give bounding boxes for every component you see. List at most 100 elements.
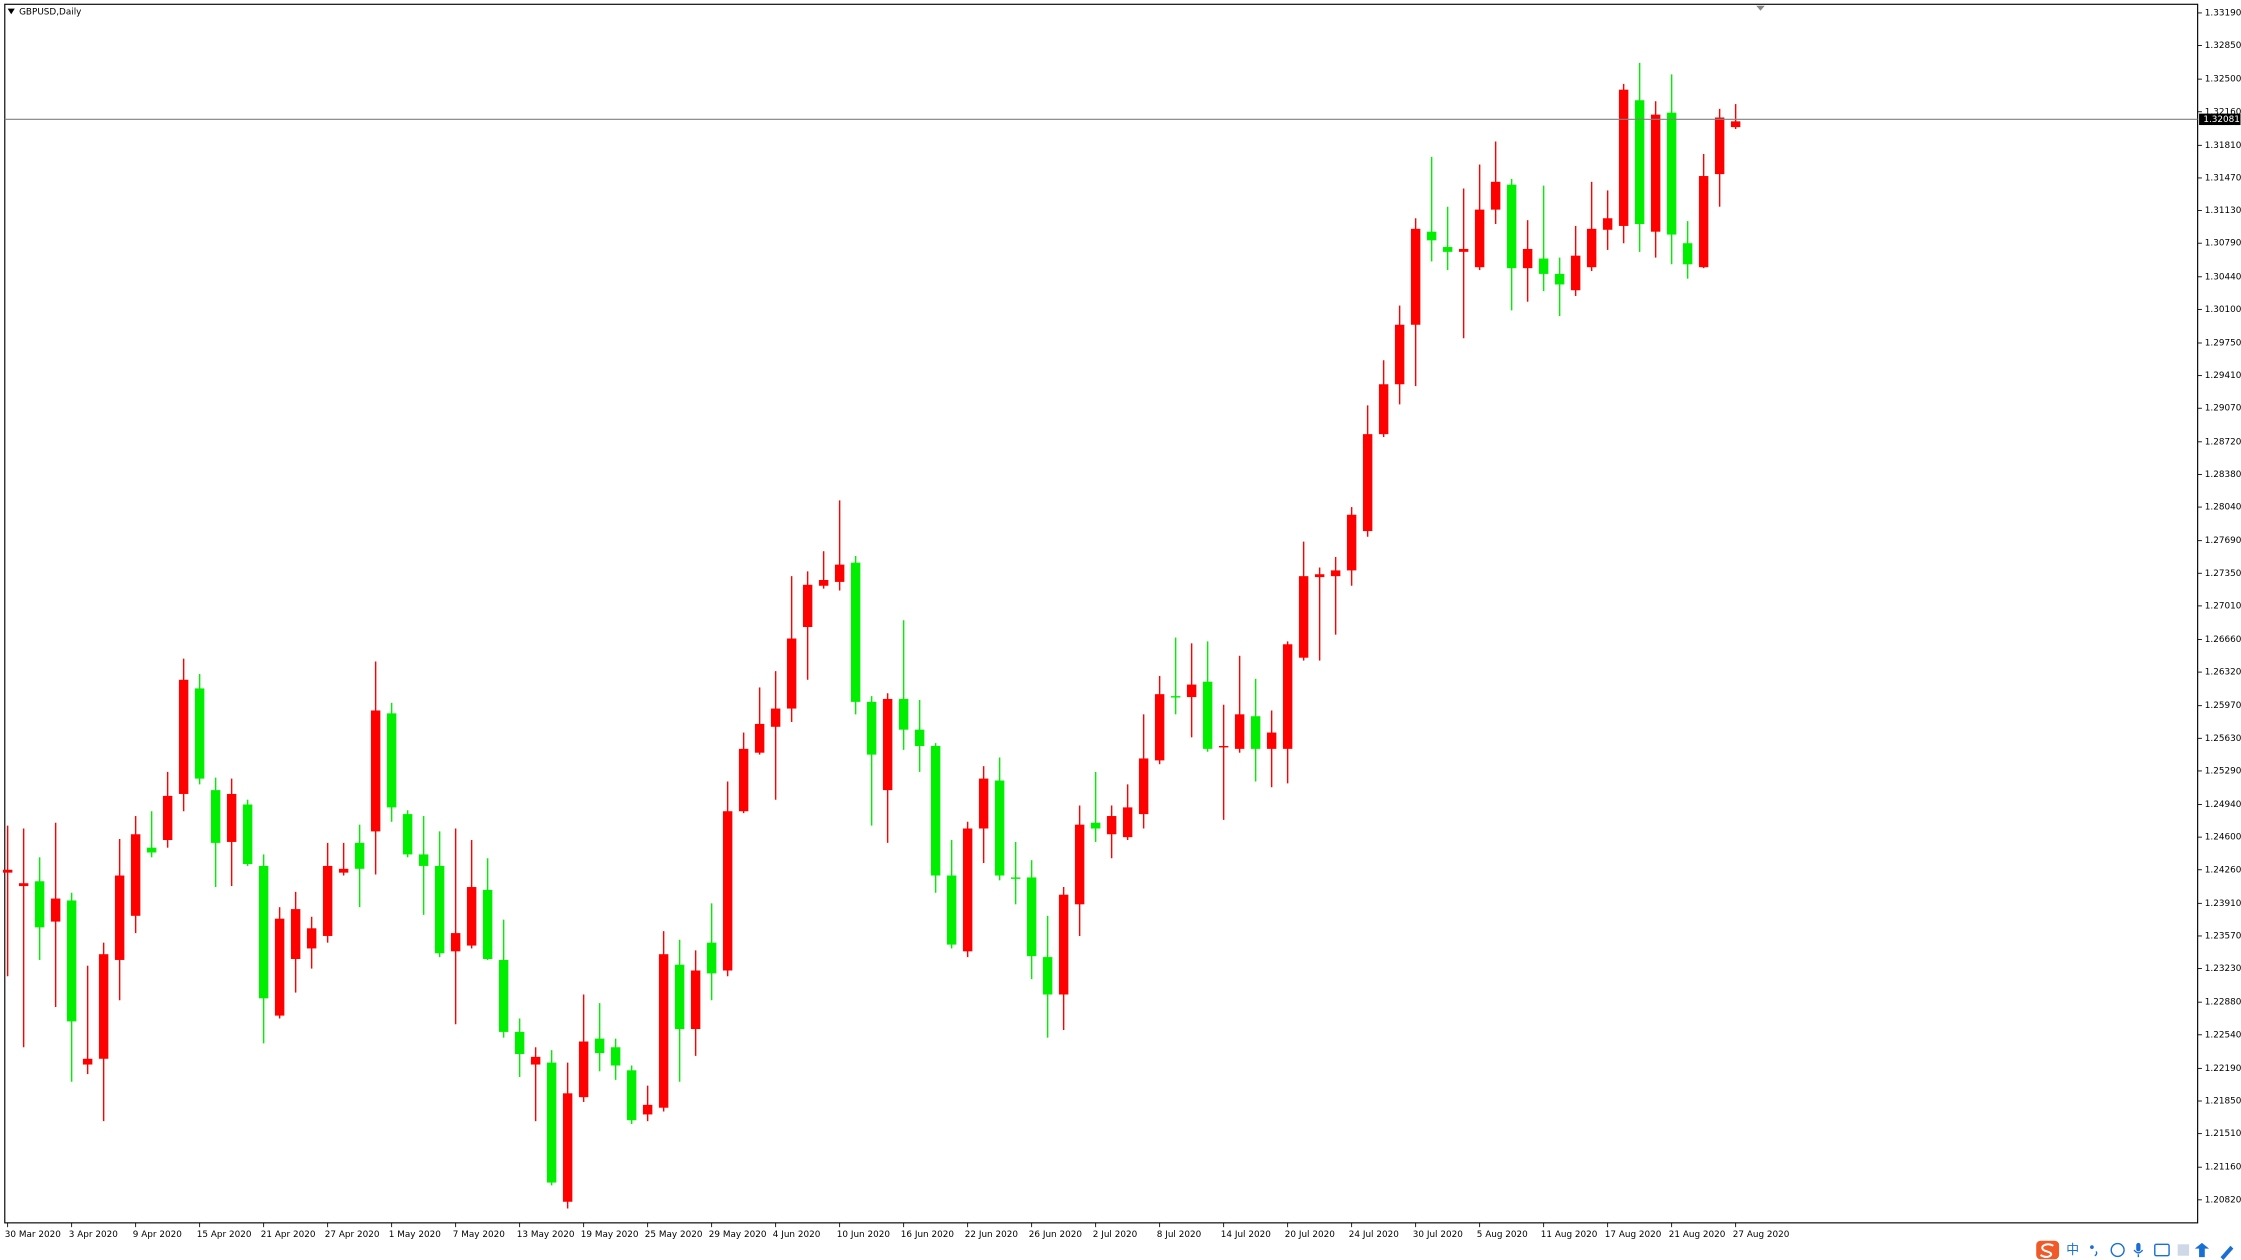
y-tick-label: 1.29410 [2205,371,2241,381]
settings-icon[interactable] [2220,1245,2234,1260]
candle-body [1730,121,1741,128]
candle-body [194,688,205,779]
candle-body [370,710,381,832]
x-tick-label: 25 May 2020 [645,1230,703,1240]
candle-body [594,1038,605,1054]
candle-body [1282,644,1293,749]
x-tick-label: 20 Jul 2020 [1285,1230,1335,1240]
candle-body [418,854,429,866]
x-tick-label: 21 Aug 2020 [1669,1230,1726,1240]
shift-marker[interactable] [1756,5,1765,11]
candle-body [1602,218,1613,230]
x-tick-label: 30 Mar 2020 [5,1230,61,1240]
candle-body [770,708,781,727]
candle-body [146,847,157,853]
y-tick-label: 1.32850 [2205,41,2241,51]
voice-icon-stand [2133,1249,2144,1258]
y-tick-label: 1.33190 [2205,8,2241,18]
punct-icon[interactable] [2090,1245,2094,1249]
y-tick-label: 1.26320 [2205,668,2241,678]
candle-body [1666,112,1677,235]
candle-body [1570,255,1581,291]
candle-body [1154,694,1165,761]
candle-body [178,679,189,794]
candle-body [946,875,957,945]
candle-body [706,942,717,974]
candle-body [1474,209,1485,268]
y-tick-label: 1.29070 [2205,404,2241,414]
candle-body [434,865,445,954]
x-tick-label: 24 Jul 2020 [1349,1230,1399,1240]
y-tick-label: 1.30790 [2205,239,2241,249]
candle-body [210,790,221,843]
candle-body [1490,181,1501,210]
x-tick-label: 9 Apr 2020 [133,1230,182,1240]
candle-body [1586,228,1597,268]
y-tick-label: 1.22190 [2205,1064,2241,1074]
y-tick-label: 1.28040 [2205,503,2241,513]
candle-body [1090,822,1101,829]
candle-body [1378,384,1389,435]
y-tick-label: 1.21160 [2205,1163,2241,1173]
candle-body [98,954,109,1059]
x-tick-label: 2 Jul 2020 [1093,1230,1138,1240]
candle-body [1138,758,1149,815]
candle-body [1714,117,1725,175]
bid-label-bg [2199,113,2241,126]
y-tick-label: 1.27350 [2205,569,2241,579]
y-tick-label: 1.22540 [2205,1030,2241,1040]
candle-body [562,1093,573,1202]
candle-body [1074,824,1085,905]
skin-icon[interactable] [2177,1244,2190,1256]
candle-body [1682,243,1693,265]
y-tick-label: 1.30100 [2205,305,2241,315]
candle-body [1106,816,1117,835]
candle-body [162,795,173,841]
candle-body [722,811,733,971]
candle-body [1298,576,1309,658]
keyboard-icon[interactable] [2154,1243,2170,1257]
y-tick-label: 1.23570 [2205,931,2241,941]
y-tick-label: 1.31130 [2205,206,2241,216]
ime-mode[interactable]: 中 [2066,1243,2079,1258]
candle-body [610,1047,621,1066]
candle-body [1426,231,1437,241]
candle-body [1506,184,1517,269]
y-tick-label: 1.20820 [2205,1195,2241,1205]
candle-body [1250,716,1261,749]
candle-body [1618,89,1629,226]
candle-body [690,970,701,1030]
tool-icon[interactable] [2194,1242,2210,1258]
candle-body [1538,258,1549,274]
x-tick-label: 3 Apr 2020 [69,1230,118,1240]
candle-body [1234,714,1245,749]
y-tick-label: 1.24260 [2205,865,2241,875]
y-tick-label: 1.24940 [2205,800,2241,810]
candle-body [226,793,237,842]
candle-body [1186,684,1197,698]
symbol-menu-arrow[interactable] [7,8,15,15]
candle-body [1058,894,1069,995]
candle-body [674,964,685,1030]
candle-body [882,698,893,791]
candle-body [274,918,285,1016]
candle-body [1458,248,1469,252]
candle-body [50,898,61,922]
candle-body [258,865,269,999]
punct-icon-tail [2094,1251,2098,1257]
candle-body [546,1062,557,1183]
candle-body [898,698,909,730]
emoji-icon[interactable] [2110,1242,2125,1258]
x-tick-label: 8 Jul 2020 [1157,1230,1202,1240]
candle-body [930,745,941,876]
y-tick-label: 1.23230 [2205,964,2241,974]
x-tick-label: 26 Jun 2020 [1029,1230,1083,1240]
y-tick-label: 1.28380 [2205,470,2241,480]
voice-icon[interactable] [2136,1242,2141,1252]
x-tick-label: 29 May 2020 [709,1230,767,1240]
candle-body [466,887,477,946]
y-tick-label: 1.25630 [2205,734,2241,744]
candle-body [386,713,397,808]
candle-body [1266,732,1277,749]
